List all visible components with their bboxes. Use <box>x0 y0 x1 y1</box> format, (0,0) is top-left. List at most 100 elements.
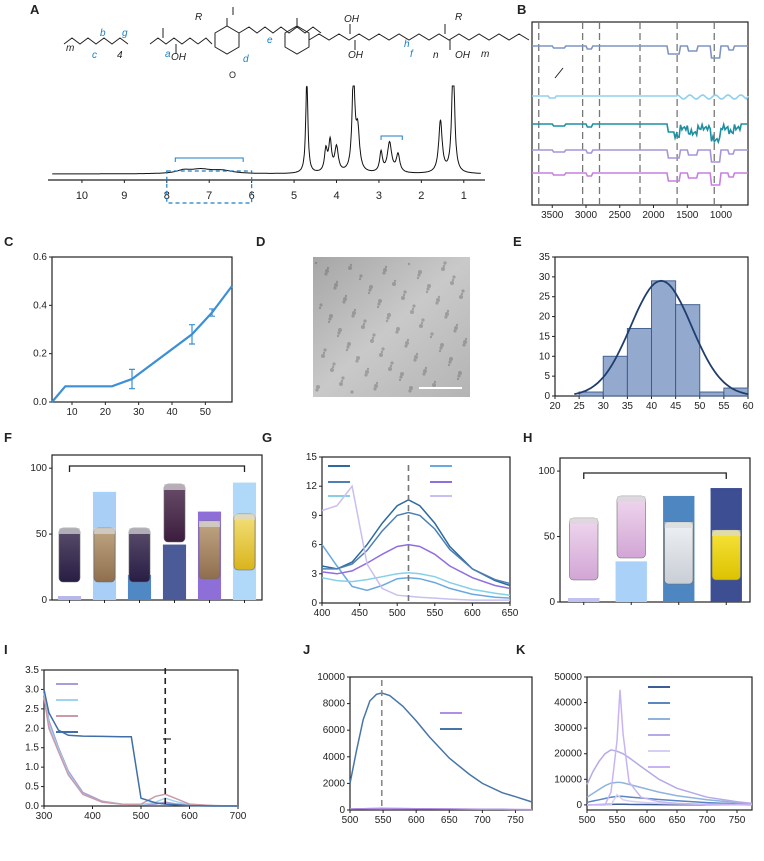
nanoparticle <box>366 367 370 371</box>
nanoparticle <box>420 321 424 325</box>
panel-letter-D: D <box>256 234 265 249</box>
y-tick-label: 2.5 <box>25 704 39 715</box>
y-tick-label: 0 <box>41 595 47 606</box>
sample-tube-photo <box>163 483 186 543</box>
significance-bracket <box>68 465 246 472</box>
x-tick-label: 20 <box>100 407 112 418</box>
nanoparticle <box>373 387 377 391</box>
nanoparticle <box>423 369 427 373</box>
nanoparticle <box>401 296 405 300</box>
x-tick-label: 9 <box>121 190 127 202</box>
gaussian-fit-curve <box>574 279 749 395</box>
series-line-PCG <box>43 693 239 807</box>
nanoparticle <box>388 367 392 371</box>
significance-bracket <box>583 472 727 479</box>
nanoparticle <box>352 311 356 315</box>
nanoparticle <box>455 323 459 327</box>
structure-label-OH: OH <box>171 52 187 63</box>
y-tick-label: 50000 <box>554 672 582 683</box>
sample-tube-photo <box>58 527 81 583</box>
x-tick-label: 1 <box>461 190 467 202</box>
histogram-bar <box>626 327 652 397</box>
x-tick-label: 35 <box>622 401 634 412</box>
x-tick-label: 300 <box>36 811 53 822</box>
release-frame <box>51 256 233 403</box>
line-frame <box>586 676 753 811</box>
tube-rim <box>59 528 80 534</box>
panel-letter-J: J <box>303 642 310 657</box>
y-tick-label: 35 <box>539 252 551 263</box>
tube-rim <box>234 514 255 520</box>
structure-label-e: e <box>267 35 273 46</box>
nanoparticle <box>422 372 426 376</box>
x-tick-label: 400 <box>314 608 331 619</box>
nanoparticle <box>406 338 410 342</box>
x-tick-label: 750 <box>507 815 524 826</box>
x-tick-label: 20 <box>549 401 561 412</box>
bar-top <box>615 561 647 565</box>
tem-particles <box>314 261 468 394</box>
nanoparticle <box>339 382 343 386</box>
sample-tube-photo <box>93 527 116 583</box>
y-tick-label: 0.0 <box>25 801 39 812</box>
y-tick-label: 0 <box>544 391 550 402</box>
nanoparticle <box>367 291 371 295</box>
y-tick-label: 15 <box>306 452 318 463</box>
x-tick-label: 50 <box>694 401 706 412</box>
nanoparticle <box>316 385 320 389</box>
y-tick-label: 100 <box>30 463 47 474</box>
nanoparticle <box>378 299 382 303</box>
line-frame <box>349 676 533 811</box>
panel-letter-A: A <box>30 2 40 17</box>
series-line-PCG <box>322 511 511 585</box>
nanoparticle <box>361 325 365 329</box>
structure-label-m: m <box>66 43 74 54</box>
nanoparticle <box>400 372 404 376</box>
nanoparticle <box>402 293 406 297</box>
panel-letter-E: E <box>513 234 522 249</box>
structure-label-m: m <box>481 49 489 60</box>
nanoparticle <box>392 282 396 286</box>
nanoparticle <box>417 273 421 277</box>
panel-letter-K: K <box>516 642 526 657</box>
nanoparticle <box>314 261 318 265</box>
nanoparticle <box>441 267 445 271</box>
series-line-PCGC1% <box>321 543 511 590</box>
bar-curcumin <box>615 561 647 602</box>
y-tick-label: 20 <box>539 312 551 323</box>
nanoparticle <box>426 287 430 291</box>
error-bar <box>209 308 215 317</box>
nanoparticle <box>375 381 379 385</box>
nanoparticle <box>355 359 359 363</box>
backbone-chain-right <box>308 33 530 41</box>
nanoparticle <box>372 333 376 337</box>
x-tick-label: 50 <box>200 407 212 418</box>
y-tick-label: 1.0 <box>25 762 39 773</box>
y-tick-label: 0 <box>576 800 582 811</box>
nanoparticle <box>368 288 372 292</box>
bar-top <box>568 598 600 602</box>
panel-letter-F: F <box>4 430 12 445</box>
y-tick-label: 0.2 <box>33 349 47 360</box>
methoxy-o: O <box>229 70 236 80</box>
x-tick-label: 550 <box>375 815 392 826</box>
nanoparticle <box>371 336 375 340</box>
x-tick-label: 10 <box>66 407 78 418</box>
nanoparticle <box>412 304 416 308</box>
nanoparticle <box>450 281 454 285</box>
y-tick-label: 15 <box>539 331 551 342</box>
series-line-488 nm <box>586 781 753 805</box>
structure-label-d: d <box>243 54 249 65</box>
line-frame <box>321 456 511 604</box>
x-tick-label: 600 <box>408 815 425 826</box>
x-tick-label: 30 <box>598 401 610 412</box>
nanoparticle <box>331 365 335 369</box>
nanoparticle <box>390 361 394 365</box>
x-tick-label: 2500 <box>609 210 632 221</box>
y-tick-label: 8000 <box>323 699 346 710</box>
nanoparticle <box>370 339 374 343</box>
nanoparticle <box>334 283 338 287</box>
x-tick-label: 1000 <box>710 210 733 221</box>
nanoparticle <box>335 280 339 284</box>
nanoparticle <box>464 337 468 341</box>
